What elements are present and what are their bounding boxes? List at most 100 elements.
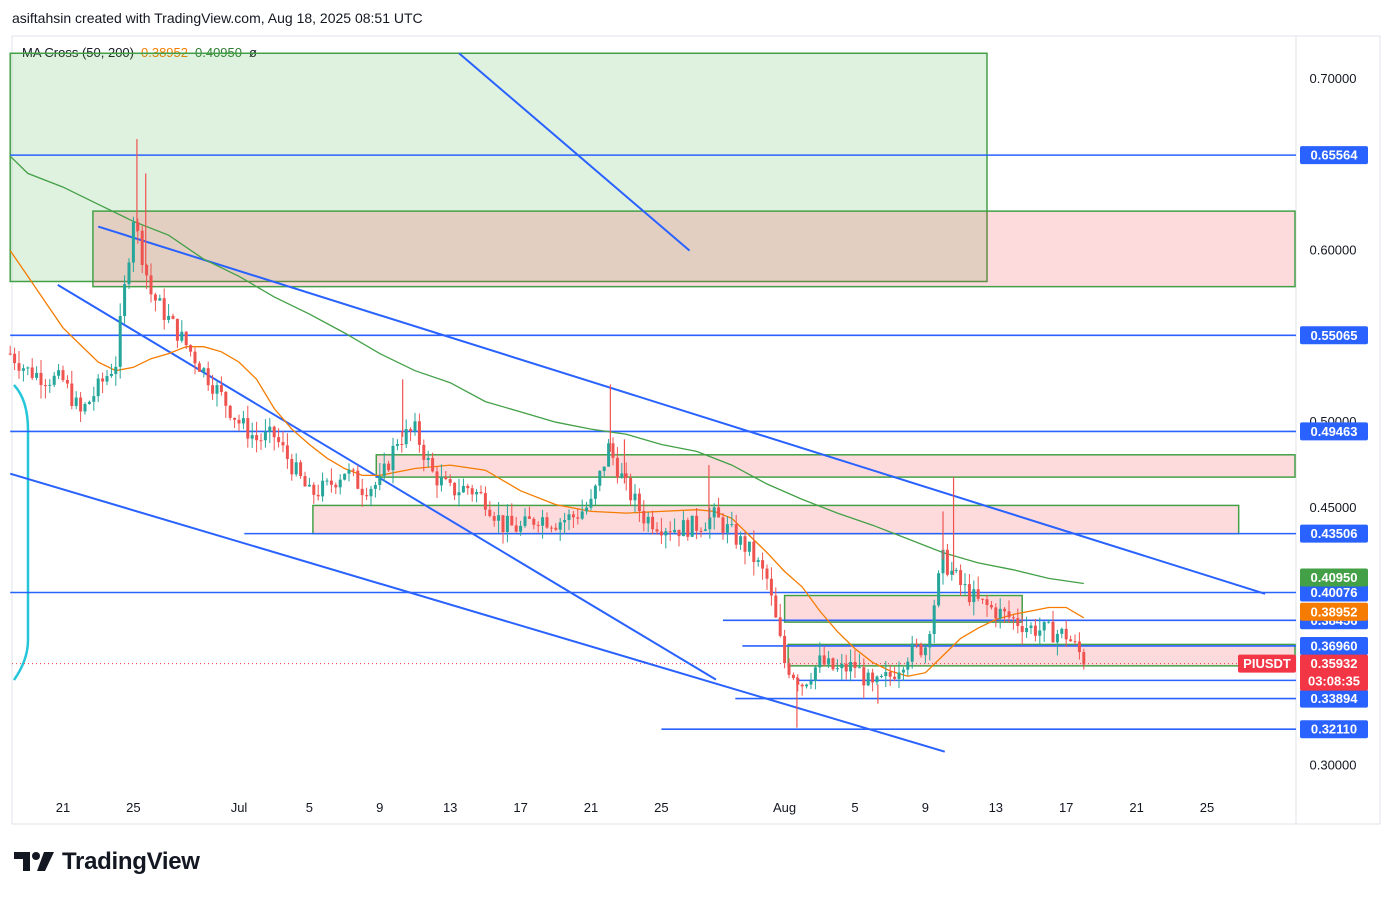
- level-price-tag-bg: [1300, 524, 1368, 543]
- candle-body: [351, 469, 355, 471]
- candle-body: [105, 376, 109, 382]
- candle-body: [1020, 625, 1024, 633]
- candle-body: [963, 584, 967, 586]
- candle-body: [998, 608, 1002, 619]
- candle-body: [699, 530, 703, 532]
- candle-body: [453, 482, 457, 496]
- candle-body: [725, 524, 729, 533]
- candle-body: [149, 275, 153, 295]
- candle-body: [61, 370, 65, 381]
- candle-body: [277, 437, 281, 443]
- candle-body: [57, 370, 61, 376]
- indicator-name: MA Cross (50, 200): [22, 45, 134, 60]
- candle-body: [466, 485, 470, 489]
- candle-body: [624, 473, 628, 478]
- candle-body: [422, 444, 426, 460]
- candle-body: [598, 470, 602, 486]
- candle-body: [527, 516, 531, 519]
- candle-body: [813, 667, 817, 682]
- candle-body: [884, 672, 888, 676]
- level-price-tag: 0.65564: [1311, 148, 1359, 163]
- level-price-tag: 0.36960: [1311, 638, 1358, 653]
- candle-body: [607, 443, 611, 467]
- trendline-1: [97, 225, 1266, 595]
- ma50-value: 0.38952: [141, 45, 188, 60]
- candle-body: [919, 644, 923, 656]
- candle-body: [338, 479, 342, 488]
- candle-body: [1069, 639, 1073, 642]
- candle-body: [708, 517, 712, 530]
- candle-body: [74, 397, 78, 406]
- candle-body: [941, 549, 945, 574]
- candle-body: [536, 524, 540, 526]
- candle-body: [888, 672, 892, 677]
- candle-body: [268, 426, 272, 432]
- candle-body: [435, 471, 439, 486]
- candle-body: [857, 667, 861, 669]
- candle-body: [589, 498, 593, 508]
- candle-body: [488, 509, 492, 517]
- candle-body: [563, 519, 567, 523]
- candle-body: [1051, 621, 1055, 643]
- candle-body: [901, 669, 905, 673]
- candle-body: [818, 655, 822, 668]
- candle-body: [202, 368, 206, 372]
- candle-body: [136, 222, 140, 231]
- chart-header: asiftahsin created with TradingView.com,…: [12, 10, 423, 26]
- candle-body: [334, 484, 338, 488]
- candle-body: [703, 529, 707, 531]
- candle-body: [567, 514, 571, 520]
- candle-body: [620, 473, 624, 478]
- candle-body: [347, 469, 351, 474]
- candle-body: [162, 298, 166, 320]
- candle-body: [615, 457, 619, 478]
- last-price-tag-bg: [1300, 654, 1368, 691]
- candle-body: [752, 541, 756, 563]
- x-tick-label: 9: [376, 800, 383, 815]
- candle-body: [981, 598, 985, 600]
- ma200-value: 0.40950: [195, 45, 242, 60]
- candle-body: [233, 417, 237, 420]
- candle-body: [479, 491, 483, 494]
- candle-body: [989, 605, 993, 608]
- candle-body: [783, 635, 787, 664]
- candle-body: [312, 484, 316, 495]
- candle-body: [114, 366, 118, 374]
- x-tick-label: 21: [1129, 800, 1143, 815]
- candle-body: [686, 520, 690, 537]
- candle-body: [690, 515, 694, 537]
- candle-body: [1003, 608, 1007, 612]
- candle-body: [21, 368, 25, 371]
- candle-body: [637, 493, 641, 512]
- candle-body: [211, 385, 215, 394]
- candle-body: [153, 294, 157, 301]
- indicator-symbol: ø: [249, 45, 257, 60]
- candle-body: [167, 315, 171, 320]
- x-tick-label: 25: [1200, 800, 1214, 815]
- candle-body: [1064, 628, 1068, 640]
- ma-cross-legend[interactable]: MA Cross (50, 200) 0.38952 0.40950 ø: [22, 45, 257, 60]
- level-price-tag: 0.49463: [1311, 424, 1358, 439]
- candle-body: [664, 531, 668, 536]
- candle-body: [92, 396, 96, 402]
- supply-zone-green-0: [9, 52, 988, 283]
- candle-body: [879, 675, 883, 677]
- candle-body: [576, 517, 580, 519]
- candle-body: [906, 661, 910, 670]
- candle-body: [681, 520, 685, 537]
- tradingview-logo[interactable]: TradingView: [14, 848, 200, 876]
- symbol-tag-bg: [1238, 654, 1296, 673]
- candle-body: [571, 514, 575, 518]
- candle-body: [519, 525, 523, 532]
- ma-price-tag-bg: [1300, 602, 1368, 621]
- x-tick-label: 21: [584, 800, 598, 815]
- candle-body: [1060, 628, 1064, 634]
- candle-body: [189, 345, 193, 352]
- candle-body: [673, 529, 677, 533]
- candle-body: [1007, 611, 1011, 618]
- candle-body: [158, 298, 162, 301]
- candle-body: [303, 476, 307, 487]
- x-tick-label: 17: [1059, 800, 1073, 815]
- candle-body: [1016, 618, 1020, 626]
